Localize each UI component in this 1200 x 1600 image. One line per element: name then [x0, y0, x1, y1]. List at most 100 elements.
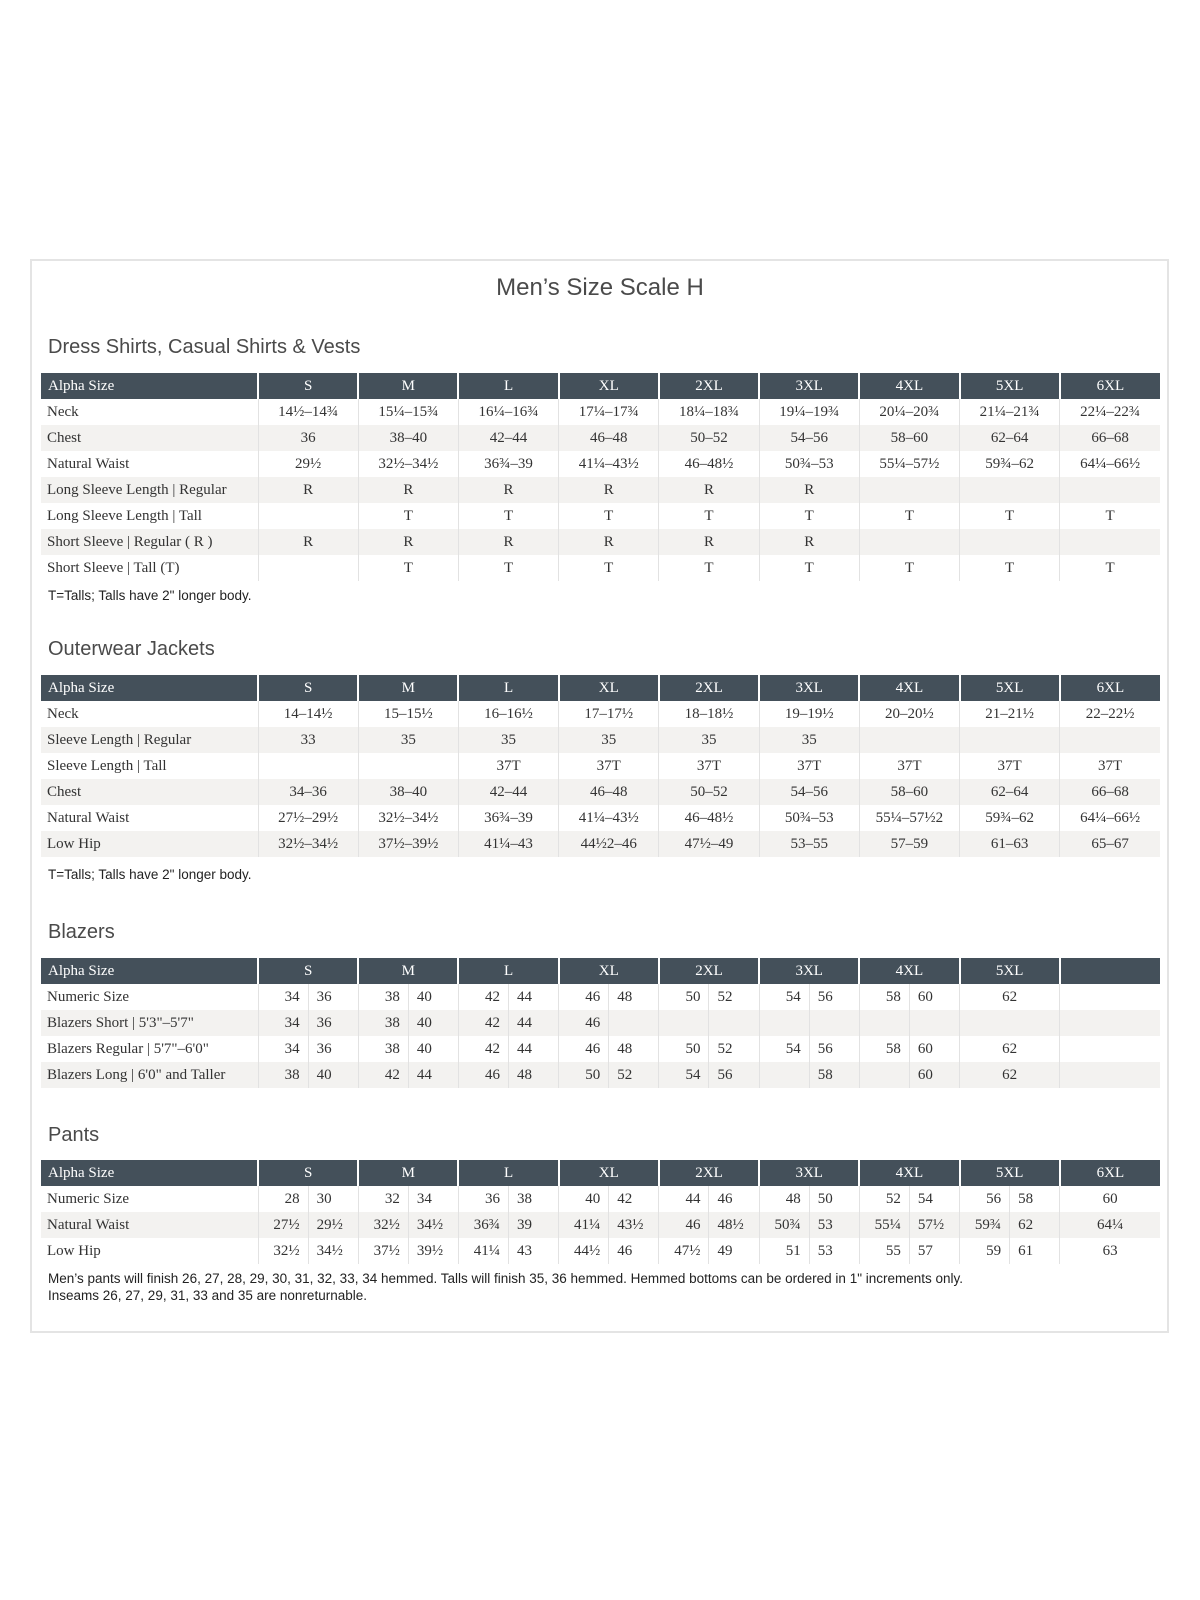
cell-value: 57–59 — [858, 831, 960, 857]
note-pants-inseams: Inseams 26, 27, 29, 31, 33 and 35 are no… — [48, 1288, 367, 1303]
cell-value: T — [959, 503, 1060, 529]
cell-value: 32 — [359, 1186, 409, 1212]
row-label: Low Hip — [47, 1242, 101, 1259]
cell-value: 40 — [416, 1040, 432, 1057]
split-cell: 38 40 — [357, 1036, 459, 1062]
cell-value: 62 — [1018, 1216, 1034, 1233]
cell-value: 29½ — [257, 451, 359, 477]
split-cell: 32½ 34½ — [257, 1238, 359, 1264]
cell-value: 56 — [817, 988, 833, 1005]
row-label: Blazers Long | 6'0" and Taller — [41, 1062, 258, 1088]
cell-value: 58 — [1018, 1190, 1034, 1207]
cell-value — [257, 503, 359, 529]
table-row: Short Sleeve | Tall (T) T T T T T T T T — [41, 555, 1160, 581]
column-header: S — [256, 675, 359, 701]
cell-value: 39½ — [416, 1242, 444, 1259]
cell-value: 60 — [917, 988, 933, 1005]
table-row: Neck 14–14½ 15–15½ 16–16½ 17–17½ 18–18½ 19–19½… — [41, 701, 1160, 727]
header-row: Alpha Size S M L XL 2XL 3XL 4XL 5XL 6XL — [41, 675, 1160, 701]
table-outerwear: Alpha Size S M L XL 2XL 3XL 4XL 5XL 6XL Neck 14–14½… — [41, 675, 1160, 857]
cell-value — [760, 1062, 810, 1088]
cell-value: 55¼–57½2 — [858, 805, 960, 831]
cell-value: 58–60 — [858, 425, 960, 451]
cell-value: 43 — [517, 1242, 533, 1259]
cell-value: 27½ — [259, 1212, 309, 1238]
table-row: Sleeve Length | Tall 37T 37T 37T 37T 37T 37T 37… — [41, 753, 1160, 779]
cell-value: 30 — [316, 1190, 332, 1207]
cell-value: 66–68 — [1059, 425, 1160, 451]
cell-value: 54 — [917, 1190, 933, 1207]
row-label: Short Sleeve | Tall (T) — [47, 559, 180, 576]
split-cell: 50 52 — [658, 1036, 760, 1062]
cell-value: 37T — [758, 753, 860, 779]
split-cell: 58 60 — [858, 1036, 960, 1062]
cell-value: 44 — [416, 1066, 432, 1083]
cell-value: 16–16½ — [457, 701, 559, 727]
note-shirts: T=Talls; Talls have 2" longer body. — [48, 588, 252, 603]
cell-value: 62 — [959, 1036, 1060, 1062]
cell-value: 42 — [459, 1010, 510, 1036]
cell-value: 52 — [717, 988, 733, 1005]
cell-value: 32½–34½ — [257, 831, 359, 857]
cell-value: 42 — [359, 1062, 409, 1088]
split-cell: 34 36 — [257, 1036, 359, 1062]
column-header: 5XL — [958, 1160, 1060, 1186]
cell-value: 39 — [517, 1216, 533, 1233]
split-cell: 48 50 — [758, 1186, 860, 1212]
table-row: Natural Waist 29½ 32½–34½ 36¾–39 41¼–43½ 46–4… — [41, 451, 1160, 477]
column-header — [1058, 958, 1160, 984]
cell-value: 14½–14¾ — [257, 399, 359, 425]
cell-value: 54 — [760, 1036, 810, 1062]
cell-value: 34½ — [316, 1242, 343, 1259]
column-header: S — [256, 373, 359, 399]
cell-value: 62–64 — [959, 779, 1060, 805]
cell-value: 38 — [359, 1036, 409, 1062]
cell-value: 50¾ — [760, 1212, 810, 1238]
cell-value: 53 — [817, 1216, 833, 1233]
note-outerwear: T=Talls; Talls have 2" longer body. — [48, 867, 252, 882]
cell-value: 21–21½ — [959, 701, 1060, 727]
table-row: Long Sleeve Length | Regular R R R R R R — [41, 477, 1160, 503]
cell-value: 19¼–19¾ — [758, 399, 860, 425]
cell-value: R — [558, 529, 659, 555]
split-cell: 42 44 — [457, 1010, 559, 1036]
cell-value: 54 — [659, 1062, 710, 1088]
cell-value: 38 — [517, 1190, 533, 1207]
size-chart-frame — [30, 259, 1169, 1333]
cell-value: 57½ — [917, 1216, 945, 1233]
column-header: L — [457, 1160, 559, 1186]
column-header: XL — [557, 958, 659, 984]
cell-value — [1059, 529, 1160, 555]
cell-value — [357, 753, 459, 779]
column-header: 5XL — [958, 675, 1060, 701]
cell-value: T — [658, 555, 760, 581]
cell-value: 36 — [257, 425, 359, 451]
cell-value: 46–48 — [558, 779, 659, 805]
cell-value: 54–56 — [758, 779, 860, 805]
split-cell: 46 48 — [558, 984, 659, 1010]
cell-value: 42–44 — [457, 425, 559, 451]
section-title-pants: Pants — [48, 1124, 100, 1146]
cell-value: 35 — [457, 727, 559, 753]
cell-value: 65–67 — [1059, 831, 1160, 857]
table-row: Short Sleeve | Regular ( R ) R R R R R R — [41, 529, 1160, 555]
split-cell: 34 36 — [257, 1010, 359, 1036]
cell-value: 46–48½ — [658, 451, 760, 477]
cell-value: 22–22½ — [1059, 701, 1160, 727]
cell-value — [1059, 727, 1160, 753]
cell-value: 53 — [817, 1242, 833, 1259]
split-cell: 38 40 — [357, 1010, 459, 1036]
header-label: Alpha Size — [41, 373, 258, 399]
cell-value — [860, 1062, 910, 1088]
cell-value: 40 — [316, 1066, 332, 1083]
table-row: Low Hip 32½ 34½ 37½ 39½ 41¼ 43 44½ 46 47½ 49 51 53 55… — [41, 1238, 1160, 1264]
column-header: 3XL — [758, 373, 860, 399]
cell-value: 37T — [1059, 753, 1160, 779]
cell-value: T — [558, 555, 659, 581]
cell-value: T — [357, 503, 459, 529]
column-header: 4XL — [858, 373, 960, 399]
cell-value: 44 — [659, 1186, 710, 1212]
cell-value: T — [658, 503, 760, 529]
cell-value — [959, 529, 1060, 555]
cell-value: 52 — [860, 1186, 910, 1212]
